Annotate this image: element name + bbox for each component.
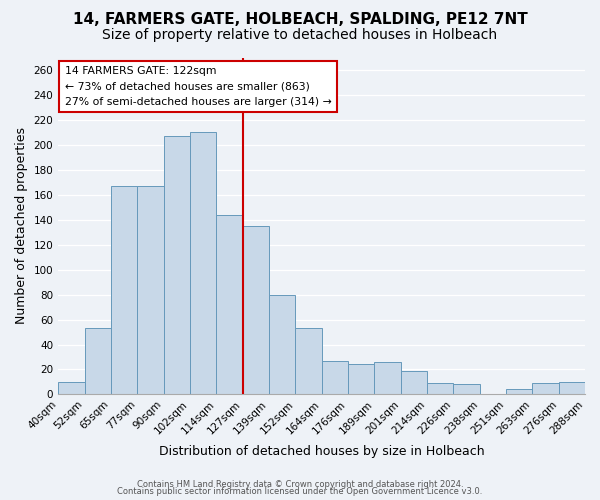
Text: Size of property relative to detached houses in Holbeach: Size of property relative to detached ho…	[103, 28, 497, 42]
Bar	[242, 226, 269, 394]
Bar	[216, 214, 242, 394]
Bar	[111, 186, 137, 394]
Bar	[559, 382, 585, 394]
Bar	[453, 384, 479, 394]
Bar	[85, 328, 111, 394]
Bar	[348, 364, 374, 394]
Bar	[190, 132, 216, 394]
Bar	[427, 383, 453, 394]
X-axis label: Distribution of detached houses by size in Holbeach: Distribution of detached houses by size …	[159, 444, 484, 458]
Text: 14 FARMERS GATE: 122sqm
← 73% of detached houses are smaller (863)
27% of semi-d: 14 FARMERS GATE: 122sqm ← 73% of detache…	[65, 66, 332, 106]
Text: Contains HM Land Registry data © Crown copyright and database right 2024.: Contains HM Land Registry data © Crown c…	[137, 480, 463, 489]
Bar	[401, 370, 427, 394]
Bar	[269, 294, 295, 394]
Text: Contains public sector information licensed under the Open Government Licence v3: Contains public sector information licen…	[118, 488, 482, 496]
Text: 14, FARMERS GATE, HOLBEACH, SPALDING, PE12 7NT: 14, FARMERS GATE, HOLBEACH, SPALDING, PE…	[73, 12, 527, 28]
Y-axis label: Number of detached properties: Number of detached properties	[15, 128, 28, 324]
Bar	[532, 383, 559, 394]
Bar	[295, 328, 322, 394]
Bar	[137, 186, 164, 394]
Bar	[164, 136, 190, 394]
Bar	[322, 361, 348, 394]
Bar	[506, 390, 532, 394]
Bar	[374, 362, 401, 394]
Bar	[58, 382, 85, 394]
